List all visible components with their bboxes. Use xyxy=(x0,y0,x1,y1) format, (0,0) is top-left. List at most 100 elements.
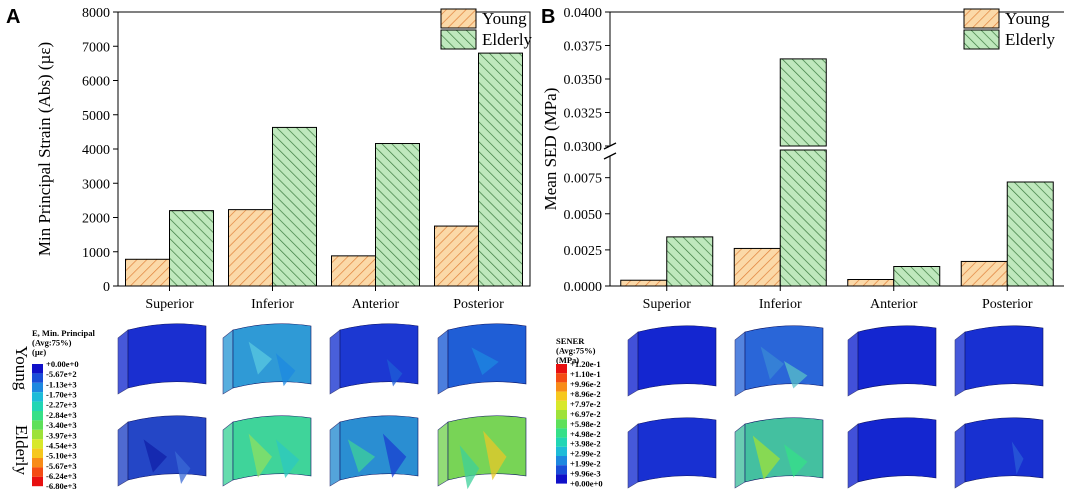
chart-a-y-ticks: 0 1000 2000 3000 4000 5000 6000 7000 8000 xyxy=(82,6,118,295)
sed-young-render-4 xyxy=(954,325,1044,397)
bar-young-anterior xyxy=(331,255,376,287)
legend-swatch-elderly xyxy=(963,29,1000,50)
strain-legend-label: -1.13e+3 xyxy=(46,379,77,389)
strain-legend-label: -2.84e+3 xyxy=(46,410,77,420)
chart-a-x-tick-labels: Superior Inferior Anterior Posterior xyxy=(145,286,504,312)
strain-elderly-render-1-side-face xyxy=(117,421,129,487)
x-tick-label: Inferior xyxy=(251,297,294,312)
x-tick-label: Superior xyxy=(145,297,194,312)
strain-legend-swatch xyxy=(32,448,43,458)
y-tick-label: 2000 xyxy=(82,212,110,227)
axis-break-gap xyxy=(779,146,828,150)
sed-legend-title: (Avg:75%) xyxy=(556,346,596,356)
strain-elderly-render-4-contour-patch xyxy=(483,430,507,481)
strain-young-render-1-side-face xyxy=(117,329,129,395)
chart-b: 0.0000 0.0025 0.0050 0.0075 0.0300 0.0325 0.03… xyxy=(541,6,1064,312)
sed-color-legend: SENER(Avg:75%)(MPa)+1.20e-1+1.10e-1+9.96… xyxy=(556,336,603,489)
sed-elderly-render-3 xyxy=(847,417,937,489)
axis-break-mark xyxy=(603,152,617,160)
x-tick-label: Superior xyxy=(643,297,692,312)
legend-swatch-young xyxy=(440,8,477,29)
bar-young-posterior xyxy=(960,260,1008,287)
chart-b-x-tick-labels: Superior Inferior Anterior Posterior xyxy=(643,286,1033,312)
sed-young-render-3 xyxy=(847,325,937,397)
strain-elderly-render-2 xyxy=(222,415,312,487)
sed-legend-title: SENER xyxy=(556,336,585,346)
strain-young-render-2-side-face xyxy=(222,329,234,395)
sed-elderly-render-1-side-face xyxy=(627,423,639,489)
y-tick-label: 0.0025 xyxy=(564,244,603,259)
strain-elderly-render-1 xyxy=(117,415,207,487)
strain-legend-swatch xyxy=(32,382,43,393)
chart-a-y-axis-title: Min Principal Strain (Abs) (µε) xyxy=(35,42,54,256)
bar-young-inferior xyxy=(733,247,781,287)
strain-legend-swatch xyxy=(32,364,43,374)
strain-young-render-1-front-face xyxy=(127,323,207,389)
strain-elderly-render-1-front-face xyxy=(127,415,207,481)
sed-legend-label: +2.99e-2 xyxy=(570,449,601,459)
sed-young-render-2-contour-patch xyxy=(760,346,784,380)
strain-legend-swatch xyxy=(32,420,43,430)
strain-legend-swatch xyxy=(32,429,43,440)
sed-elderly-render-3-front-face xyxy=(857,417,937,483)
sed-young-render-2-contour-patch xyxy=(784,361,808,389)
sed-legend-swatch xyxy=(556,419,567,429)
strain-young-render-2 xyxy=(222,323,312,395)
y-tick-label: 3000 xyxy=(82,177,110,192)
panel-b-letter: B xyxy=(541,6,555,28)
sed-young-render-4-side-face xyxy=(954,331,966,397)
sed-young-render-2-side-face xyxy=(734,331,746,397)
strain-legend-title: E, Min. Principal xyxy=(32,328,95,338)
strain-legend-label: -4.54e+3 xyxy=(46,440,77,450)
sed-young-render-4-front-face xyxy=(964,325,1044,391)
bar-young-anterior xyxy=(847,279,895,287)
sed-legend-swatch xyxy=(556,400,567,410)
strain-elderly-render-3-side-face xyxy=(329,421,341,487)
strain-legend-swatch xyxy=(32,439,43,449)
strain-young-render-3-contour-patch xyxy=(386,359,403,387)
sed-legend-swatch xyxy=(556,364,567,374)
chart-a-legend: Young Elderly xyxy=(440,8,533,50)
strain-legend-label: -1.70e+3 xyxy=(46,390,77,400)
legend-label-young: Young xyxy=(482,9,527,28)
legend-label-elderly: Elderly xyxy=(482,30,533,49)
sed-elderly-render-4 xyxy=(954,417,1044,489)
bar-elderly-posterior xyxy=(1006,181,1054,287)
sed-legend-label: +1.10e-1 xyxy=(570,369,601,379)
strain-elderly-render-1-contour-patch xyxy=(174,451,191,485)
bar-elderly-posterior xyxy=(478,52,523,287)
strain-legend-label: -6.80e+3 xyxy=(46,481,77,491)
strain-elderly-render-4 xyxy=(437,415,527,490)
chart-b-legend: Young Elderly xyxy=(963,8,1056,50)
sed-young-render-1 xyxy=(627,325,717,397)
strain-legend-swatch xyxy=(32,401,43,411)
y-tick-label: 4000 xyxy=(82,143,110,158)
sed-legend-label: +1.20e-1 xyxy=(570,359,601,369)
y-tick-label: 0 xyxy=(103,280,110,295)
strain-young-render-1 xyxy=(117,323,207,395)
strain-legend-title: (µε) xyxy=(32,347,46,357)
y-tick-label: 0.0325 xyxy=(564,107,603,122)
strain-elderly-render-2-side-face xyxy=(222,421,234,487)
strain-legend-label: -3.97e+3 xyxy=(46,430,77,440)
bar-young-superior xyxy=(125,258,170,287)
chart-b-bars xyxy=(620,58,1054,287)
sed-elderly-render-2-contour-patch xyxy=(752,435,781,480)
row-label-elderly: Elderly xyxy=(12,425,31,476)
y-tick-label: 0.0375 xyxy=(564,40,603,55)
strain-legend-label: -5.67e+3 xyxy=(46,461,77,471)
chart-a-bars xyxy=(125,52,523,287)
strain-young-render-4-side-face xyxy=(437,329,449,395)
strain-legend-title: (Avg:75%) xyxy=(32,338,72,348)
bar-elderly-superior xyxy=(666,236,714,287)
strain-elderly-render-2-contour-patch xyxy=(248,433,272,478)
strain-elderly-render-2-front-face xyxy=(232,415,312,481)
x-tick-label: Anterior xyxy=(352,297,400,312)
sed-legend-label: +6.97e-2 xyxy=(570,409,601,419)
sed-legend-label: +0.00e+0 xyxy=(570,479,603,489)
chart-b-y-ticks: 0.0000 0.0025 0.0050 0.0075 0.0300 0.0325 0.03… xyxy=(564,6,610,295)
y-tick-label: 0.0050 xyxy=(564,208,603,223)
strain-young-render-3-side-face xyxy=(329,329,341,395)
strain-elderly-render-3-contour-patch xyxy=(347,439,376,473)
